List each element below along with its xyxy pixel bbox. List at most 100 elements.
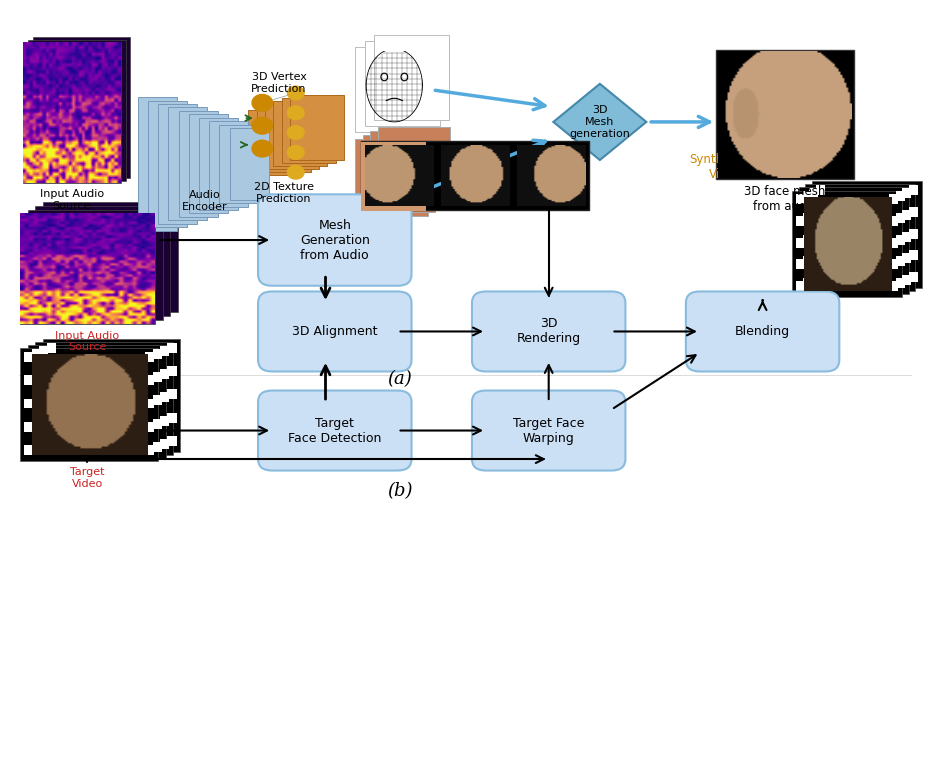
FancyBboxPatch shape	[716, 50, 854, 179]
FancyBboxPatch shape	[812, 181, 922, 288]
FancyBboxPatch shape	[148, 101, 187, 227]
FancyBboxPatch shape	[796, 238, 805, 248]
FancyBboxPatch shape	[160, 416, 169, 425]
Text: 3D
Mesh
generation: 3D Mesh generation	[569, 105, 631, 139]
FancyBboxPatch shape	[803, 213, 812, 223]
FancyBboxPatch shape	[24, 375, 33, 385]
FancyBboxPatch shape	[160, 369, 169, 379]
FancyBboxPatch shape	[28, 40, 126, 181]
FancyBboxPatch shape	[816, 250, 825, 261]
FancyBboxPatch shape	[889, 194, 898, 204]
FancyBboxPatch shape	[35, 206, 170, 316]
FancyBboxPatch shape	[153, 372, 162, 382]
FancyBboxPatch shape	[803, 256, 812, 267]
FancyBboxPatch shape	[365, 41, 440, 126]
Circle shape	[252, 140, 272, 157]
FancyBboxPatch shape	[472, 391, 625, 470]
FancyBboxPatch shape	[145, 399, 154, 408]
FancyBboxPatch shape	[39, 392, 48, 402]
FancyBboxPatch shape	[167, 366, 177, 376]
FancyBboxPatch shape	[370, 131, 443, 208]
FancyBboxPatch shape	[39, 416, 48, 425]
FancyBboxPatch shape	[24, 422, 33, 431]
FancyBboxPatch shape	[28, 345, 166, 458]
FancyBboxPatch shape	[355, 47, 431, 132]
FancyBboxPatch shape	[902, 275, 911, 285]
FancyBboxPatch shape	[158, 104, 197, 223]
FancyBboxPatch shape	[902, 188, 911, 198]
FancyBboxPatch shape	[472, 292, 625, 372]
FancyBboxPatch shape	[909, 185, 918, 195]
FancyBboxPatch shape	[219, 124, 259, 203]
FancyBboxPatch shape	[896, 191, 905, 201]
FancyBboxPatch shape	[145, 352, 154, 362]
FancyBboxPatch shape	[803, 235, 812, 245]
FancyBboxPatch shape	[796, 194, 805, 204]
FancyBboxPatch shape	[796, 281, 805, 291]
Text: (b): (b)	[387, 482, 413, 500]
FancyBboxPatch shape	[46, 366, 56, 376]
FancyBboxPatch shape	[363, 135, 435, 212]
FancyBboxPatch shape	[803, 191, 812, 201]
FancyBboxPatch shape	[160, 392, 169, 402]
FancyBboxPatch shape	[199, 117, 238, 210]
FancyBboxPatch shape	[361, 141, 589, 210]
FancyBboxPatch shape	[145, 445, 154, 455]
FancyBboxPatch shape	[167, 389, 177, 399]
Text: 3D Alignment: 3D Alignment	[292, 325, 378, 338]
FancyBboxPatch shape	[160, 439, 169, 449]
FancyBboxPatch shape	[160, 346, 169, 356]
FancyBboxPatch shape	[153, 419, 162, 428]
FancyBboxPatch shape	[138, 97, 177, 230]
FancyBboxPatch shape	[374, 35, 449, 120]
Circle shape	[287, 86, 304, 100]
FancyBboxPatch shape	[796, 259, 805, 270]
Text: Mesh
Generation
from Audio: Mesh Generation from Audio	[299, 219, 370, 261]
FancyBboxPatch shape	[889, 259, 898, 270]
FancyBboxPatch shape	[32, 349, 41, 359]
FancyBboxPatch shape	[896, 235, 905, 245]
Text: Input Audio
Source: Input Audio Source	[40, 189, 103, 210]
FancyBboxPatch shape	[20, 213, 155, 324]
FancyBboxPatch shape	[24, 352, 33, 362]
FancyBboxPatch shape	[168, 107, 207, 220]
FancyBboxPatch shape	[153, 395, 162, 405]
FancyBboxPatch shape	[258, 292, 411, 372]
Text: 3D Vertex
Prediction: 3D Vertex Prediction	[251, 72, 307, 94]
FancyBboxPatch shape	[889, 238, 898, 248]
FancyBboxPatch shape	[179, 110, 218, 216]
FancyBboxPatch shape	[39, 439, 48, 449]
FancyBboxPatch shape	[35, 342, 173, 455]
Text: (a): (a)	[388, 370, 412, 389]
FancyBboxPatch shape	[33, 37, 130, 178]
Polygon shape	[553, 84, 646, 160]
FancyBboxPatch shape	[43, 202, 178, 312]
FancyBboxPatch shape	[896, 256, 905, 267]
FancyBboxPatch shape	[209, 121, 248, 207]
FancyBboxPatch shape	[32, 442, 41, 452]
Text: Input Audio
Source: Input Audio Source	[56, 331, 119, 352]
FancyBboxPatch shape	[685, 292, 839, 372]
FancyBboxPatch shape	[803, 278, 812, 288]
FancyBboxPatch shape	[809, 188, 818, 198]
Text: Target Face
Warping: Target Face Warping	[513, 417, 584, 444]
FancyBboxPatch shape	[909, 272, 918, 282]
FancyBboxPatch shape	[902, 232, 911, 242]
FancyBboxPatch shape	[167, 413, 177, 422]
FancyBboxPatch shape	[902, 210, 911, 219]
FancyBboxPatch shape	[889, 281, 898, 291]
FancyBboxPatch shape	[257, 107, 311, 172]
FancyBboxPatch shape	[355, 139, 428, 216]
FancyBboxPatch shape	[809, 210, 818, 219]
FancyBboxPatch shape	[902, 253, 911, 264]
FancyBboxPatch shape	[32, 419, 41, 428]
FancyBboxPatch shape	[809, 253, 818, 264]
Circle shape	[287, 146, 304, 159]
FancyBboxPatch shape	[32, 372, 41, 382]
FancyBboxPatch shape	[896, 213, 905, 223]
FancyBboxPatch shape	[805, 184, 915, 291]
FancyBboxPatch shape	[153, 442, 162, 452]
FancyBboxPatch shape	[24, 399, 33, 408]
Text: 2D Texture
Prediction: 2D Texture Prediction	[254, 182, 313, 203]
FancyBboxPatch shape	[23, 42, 121, 183]
